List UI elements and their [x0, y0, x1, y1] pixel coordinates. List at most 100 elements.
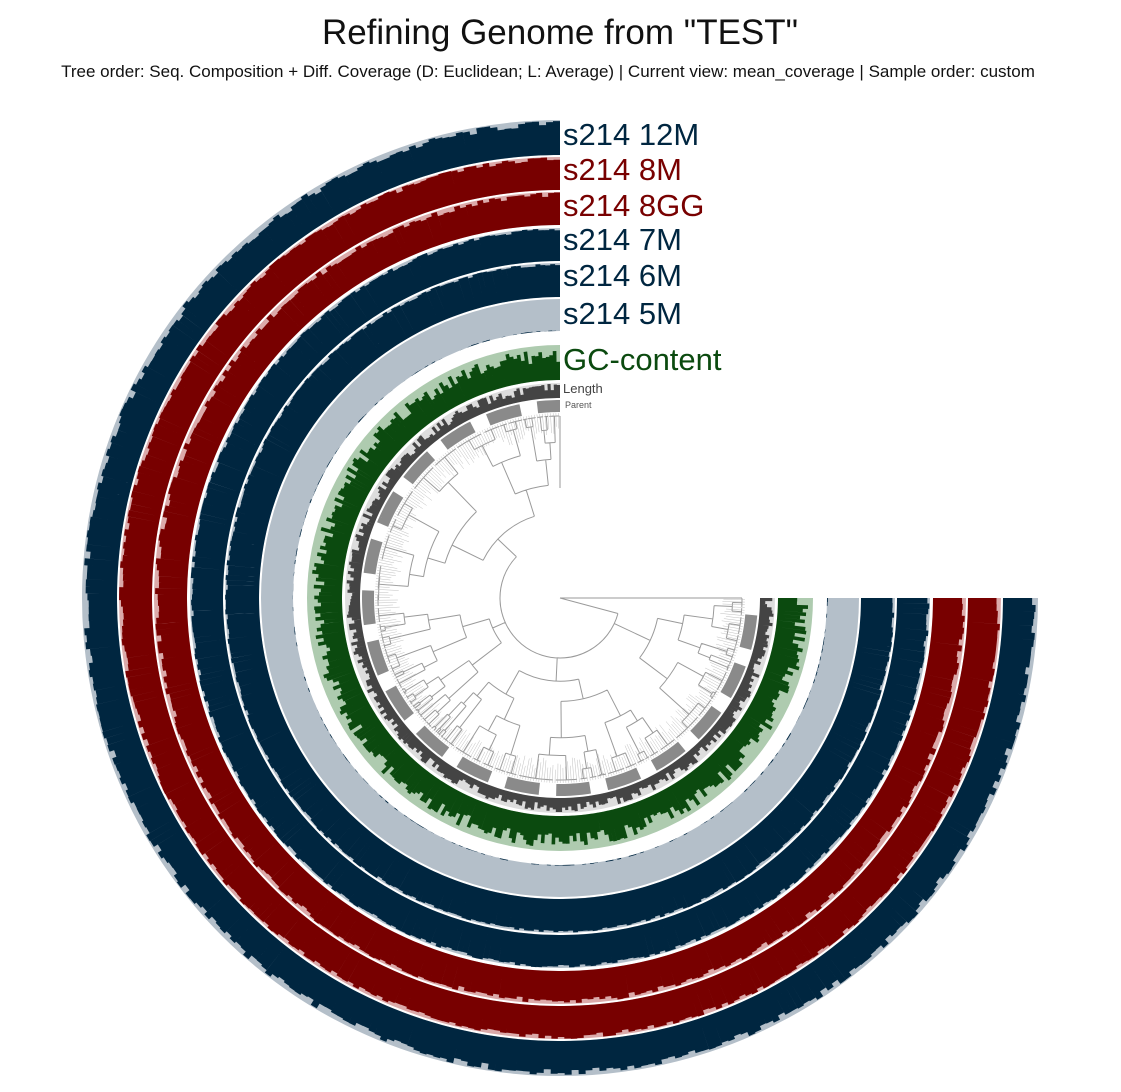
leaf-line — [377, 623, 399, 628]
leaf-line — [639, 742, 650, 761]
leaf-line — [382, 644, 396, 649]
leaf-line — [635, 750, 643, 764]
leaf-line — [602, 755, 610, 777]
leaf-line — [730, 606, 745, 608]
leaf-line — [375, 604, 394, 606]
leaf-line — [423, 473, 441, 490]
leaf-line — [549, 767, 551, 783]
leaf-line — [725, 636, 741, 641]
leaf-line — [705, 675, 724, 686]
leaf-line — [401, 682, 419, 694]
leaf-line — [460, 441, 475, 463]
leaf-line — [444, 452, 455, 465]
leaf-line — [601, 760, 607, 778]
leaf-line — [484, 428, 491, 442]
leaf-line — [523, 416, 527, 431]
leaf-line — [458, 443, 469, 460]
leaf-line — [552, 413, 555, 434]
leaf-line — [639, 737, 652, 759]
leaf-line — [375, 589, 399, 591]
leaf-line — [442, 728, 453, 741]
leaf-line — [383, 543, 407, 552]
leaf-line — [597, 753, 604, 778]
leaf-line — [483, 747, 493, 767]
leaf-line — [512, 419, 520, 443]
leaf-line — [720, 613, 745, 616]
leaf-line — [525, 758, 530, 780]
leaf-line — [377, 570, 396, 574]
leaf-line — [451, 447, 464, 464]
leaf-line — [481, 430, 490, 446]
leaf-line — [403, 499, 418, 509]
leaf-line — [387, 530, 402, 537]
leaf-line — [379, 635, 402, 641]
leaf-line — [711, 665, 730, 674]
leaf-line — [644, 741, 655, 758]
leaf-line — [722, 603, 745, 606]
layer-label: s214 5M — [563, 296, 682, 331]
leaf-line — [390, 663, 410, 672]
leaf-line — [408, 695, 423, 706]
leaf-line — [723, 618, 744, 622]
leaf-line — [440, 727, 451, 740]
leaf-line — [411, 488, 425, 499]
leaf-line — [670, 715, 687, 734]
leaf-line — [479, 431, 488, 447]
leaf-line — [517, 417, 524, 440]
leaf-line — [375, 586, 390, 588]
leaf-line — [390, 523, 405, 530]
leaf-line — [686, 703, 702, 718]
leaf-line — [413, 696, 434, 712]
leaf-line — [682, 710, 697, 724]
leaf-line — [525, 416, 530, 432]
leaf-line — [389, 661, 408, 670]
leaf-line — [571, 757, 575, 783]
leaf-line — [452, 729, 467, 750]
leaf-line — [404, 496, 423, 509]
leaf-line — [637, 749, 645, 763]
leaf-line — [378, 562, 393, 566]
leaf-line — [509, 761, 514, 776]
leaf-line — [478, 751, 486, 765]
leaf-line — [514, 757, 520, 778]
leaf-line — [394, 672, 414, 682]
tree — [375, 413, 745, 783]
leaf-line — [464, 743, 473, 757]
dendrogram — [377, 415, 743, 781]
leaf-line — [552, 764, 554, 783]
leaf-line — [442, 454, 455, 470]
leaf-line — [455, 444, 470, 465]
leaf-line — [430, 716, 443, 730]
subtitle: Tree order: Seq. Composition + Diff. Cov… — [61, 62, 1035, 81]
leaf-line — [618, 755, 625, 772]
leaf-line — [379, 556, 402, 563]
leaf-line — [412, 700, 424, 710]
layer-label: s214 8M — [563, 152, 682, 187]
leaf-line — [380, 551, 403, 558]
leaf-line — [659, 724, 675, 744]
leaf-line — [658, 735, 668, 749]
leaf-line — [582, 763, 586, 782]
leaf-line — [606, 759, 612, 776]
leaf-line — [689, 694, 709, 709]
leaf-line — [546, 767, 549, 783]
leaf-line — [391, 520, 408, 529]
leaf-line — [394, 515, 407, 523]
leaf-line — [704, 686, 718, 696]
leaf-line — [412, 485, 433, 501]
leaf-line — [675, 710, 693, 728]
leaf-line — [528, 415, 534, 440]
leaf-line — [691, 705, 704, 716]
leaf-line — [718, 660, 733, 667]
leaf-line — [705, 667, 727, 679]
leaf-line — [530, 764, 534, 781]
leaf-line — [375, 602, 397, 604]
leaf-line — [655, 727, 670, 747]
leaf-line — [610, 754, 617, 775]
leaf-line — [511, 755, 518, 777]
leaf-line — [376, 621, 401, 625]
leaf-line — [417, 703, 433, 716]
layer-label: s214 7M — [563, 222, 682, 257]
leaf-line — [699, 689, 715, 700]
leaf-line — [388, 658, 410, 667]
